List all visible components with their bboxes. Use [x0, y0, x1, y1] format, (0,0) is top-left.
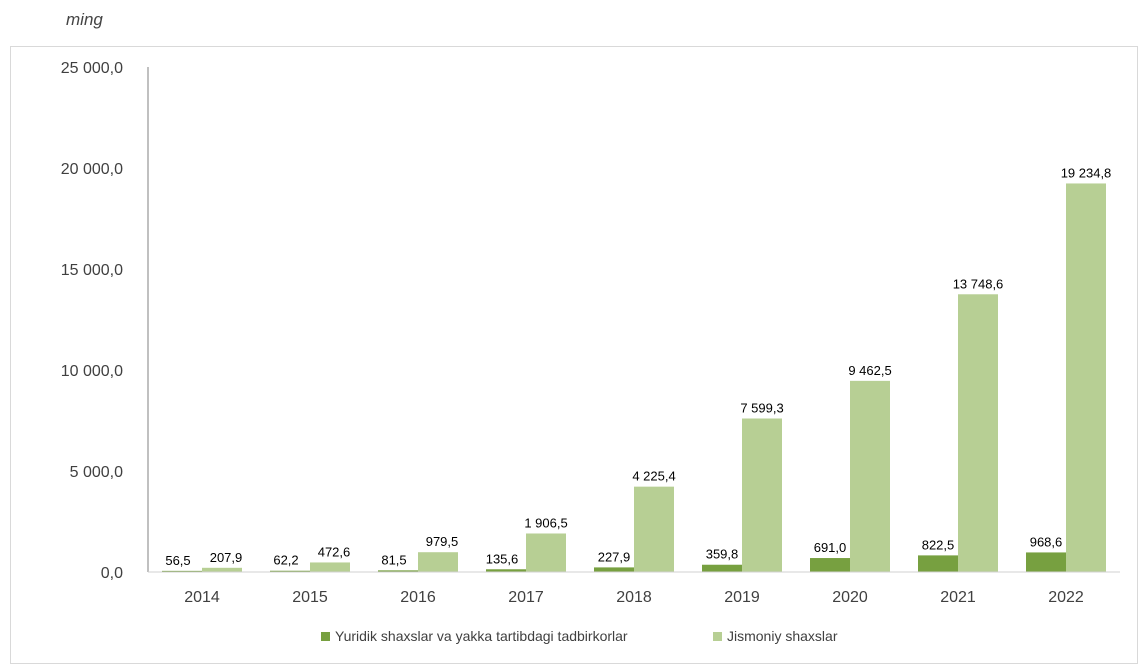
- legend-label: Jismoniy shaxslar: [727, 628, 838, 644]
- x-tick-label: 2015: [292, 589, 328, 606]
- bar-yuridik-2015: [270, 570, 310, 572]
- y-axis: 0,0 5 000,0 10 000,0 15 000,0 20 000,0 25 000…: [61, 60, 149, 582]
- bar-yuridik-2022: [1026, 552, 1066, 572]
- y-tick-label: 10 000,0: [61, 363, 123, 380]
- data-label: 979,5: [426, 534, 459, 549]
- data-label: 227,9: [598, 549, 631, 564]
- bar-jismoniy-2022: [1066, 183, 1106, 573]
- data-label: 1 906,5: [524, 515, 567, 530]
- bar-yuridik-2016: [378, 570, 418, 572]
- bar-jismoniy-2018: [634, 486, 674, 572]
- x-tick-label: 2021: [940, 589, 976, 606]
- x-tick-label: 2019: [724, 589, 760, 606]
- bar-jismoniy-2014: [202, 567, 242, 572]
- legend-swatch: [713, 632, 722, 641]
- data-label: 472,6: [318, 544, 351, 559]
- x-tick-label: 2017: [508, 589, 544, 606]
- bar-yuridik-2018: [594, 567, 634, 572]
- y-tick-label: 15 000,0: [61, 262, 123, 279]
- data-label: 822,5: [922, 537, 955, 552]
- data-label: 56,5: [165, 553, 190, 568]
- data-label: 135,6: [486, 551, 519, 566]
- bars: 56,5 207,9 62,2 472,6 81,5 979,5 135,6 1 906,5 2…: [162, 165, 1112, 573]
- y-tick-label: 25 000,0: [61, 60, 123, 77]
- bar-jismoniy-2017: [526, 533, 566, 572]
- y-tick-label: 20 000,0: [61, 161, 123, 178]
- legend-label: Yuridik shaxslar va yakka tartibdagi tad…: [335, 628, 628, 644]
- data-label: 207,9: [210, 550, 243, 565]
- bar-jismoniy-2021: [958, 294, 998, 572]
- bar-jismoniy-2015: [310, 562, 350, 572]
- bar-yuridik-2021: [918, 555, 958, 572]
- chart-frame: [10, 46, 1138, 664]
- legend: Yuridik shaxslar va yakka tartibdagi tad…: [321, 628, 838, 644]
- bar-yuridik-2017: [486, 569, 526, 572]
- bar-yuridik-2019: [702, 564, 742, 572]
- y-tick-label: 0,0: [101, 565, 123, 582]
- data-label: 4 225,4: [632, 469, 675, 484]
- data-label: 9 462,5: [848, 363, 891, 378]
- data-label: 359,8: [706, 547, 739, 562]
- legend-swatch: [321, 632, 330, 641]
- data-label: 62,2: [273, 553, 298, 568]
- data-label: 691,0: [814, 540, 847, 555]
- bar-yuridik-2020: [810, 558, 850, 572]
- x-tick-label: 2016: [400, 589, 436, 606]
- bar-yuridik-2014: [162, 570, 202, 572]
- x-tick-label: 2014: [184, 589, 220, 606]
- bar-jismoniy-2020: [850, 380, 890, 572]
- data-label: 7 599,3: [740, 400, 783, 415]
- data-label: 19 234,8: [1061, 165, 1112, 180]
- x-axis: 2014 2015 2016 2017 2018 2019 2020 2021 2022: [148, 571, 1120, 606]
- bar-jismoniy-2019: [742, 418, 782, 572]
- bar-jismoniy-2016: [418, 552, 458, 572]
- data-label: 968,6: [1030, 534, 1063, 549]
- x-tick-label: 2022: [1048, 589, 1084, 606]
- x-tick-label: 2020: [832, 589, 868, 606]
- data-label: 81,5: [381, 552, 406, 567]
- unit-label: ming: [66, 10, 103, 29]
- x-tick-label: 2018: [616, 589, 652, 606]
- data-label: 13 748,6: [953, 276, 1004, 291]
- y-tick-label: 5 000,0: [70, 464, 123, 481]
